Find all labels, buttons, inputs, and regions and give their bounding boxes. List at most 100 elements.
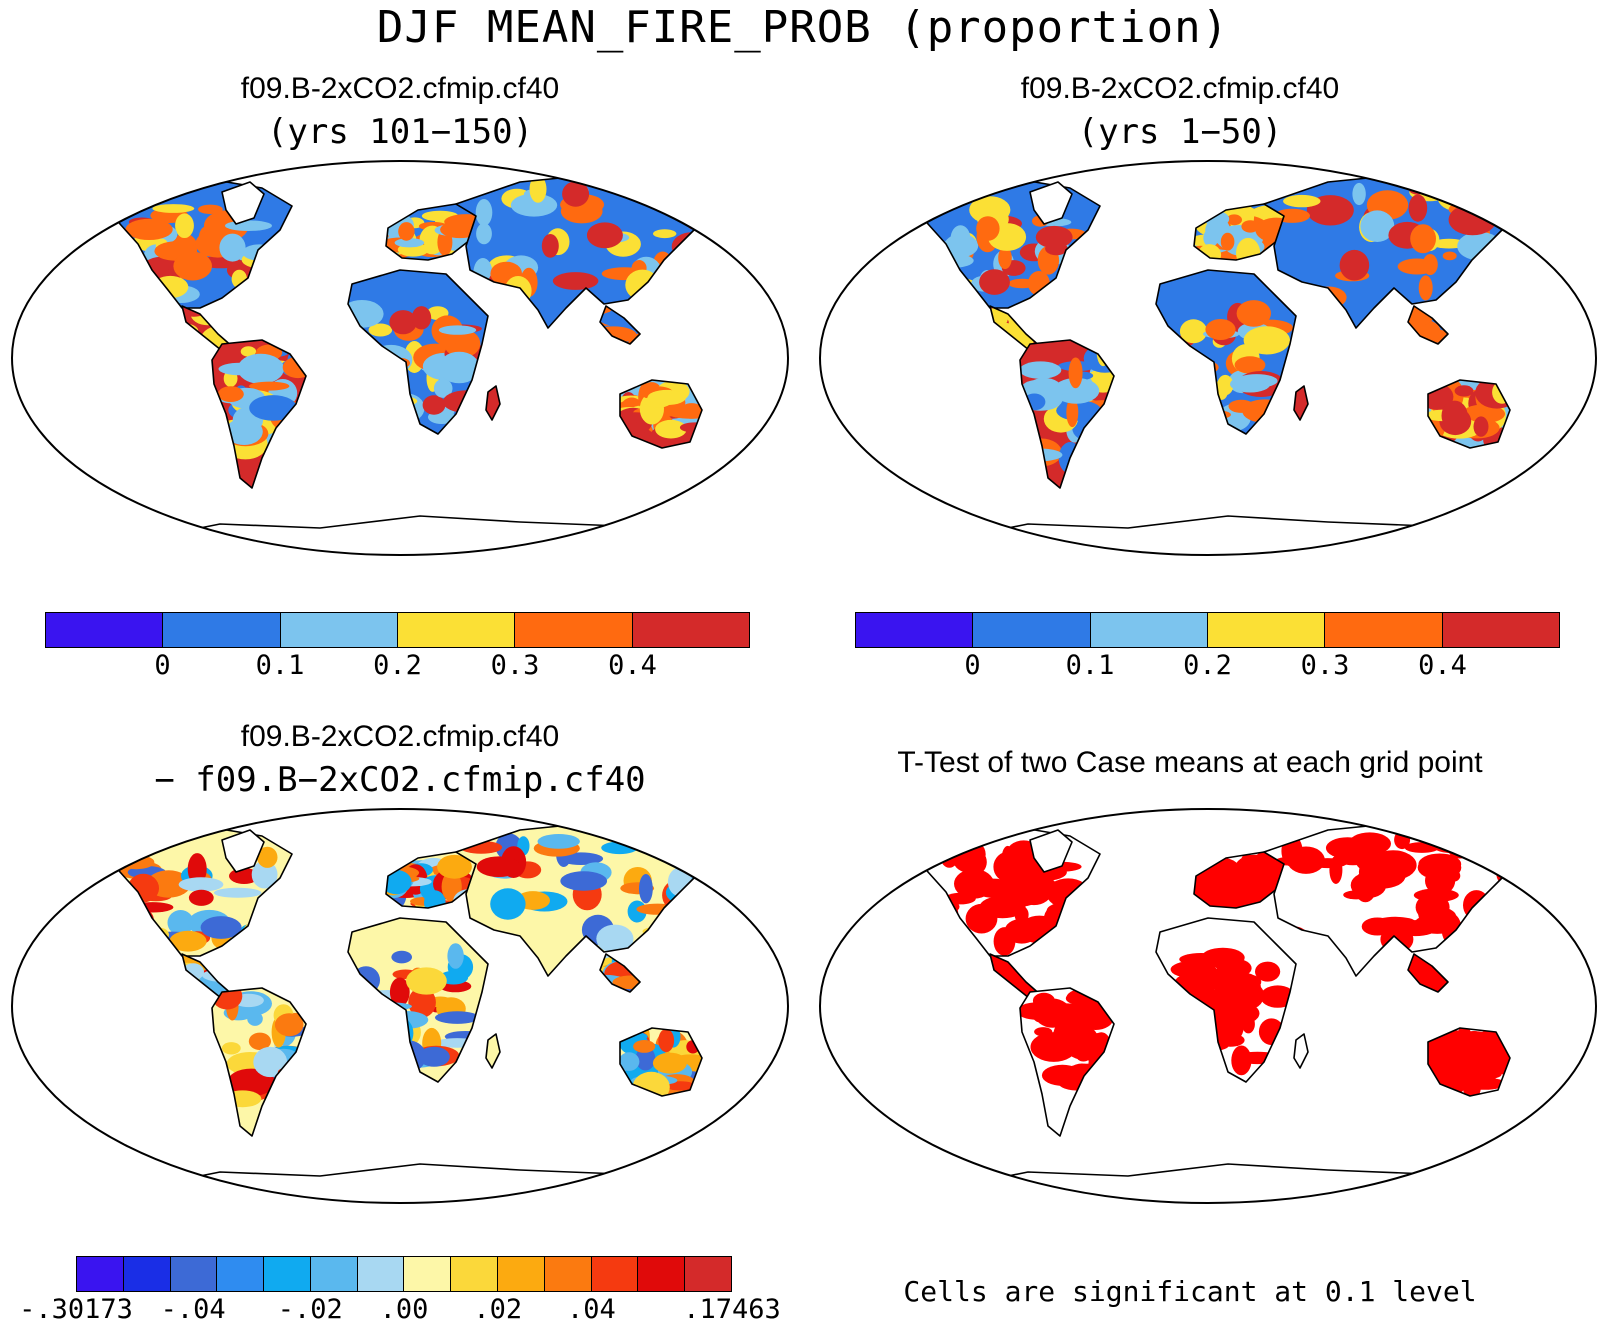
colorbar-swatch xyxy=(280,613,398,647)
field-cell xyxy=(954,869,994,899)
south-america-coastline xyxy=(211,339,307,489)
field-cell xyxy=(1325,837,1370,859)
colorbar-swatch xyxy=(163,613,281,647)
field-cell xyxy=(437,854,472,879)
greenland-coastline xyxy=(221,181,265,225)
colorbar-swatch xyxy=(264,1257,311,1291)
field-cell xyxy=(1197,244,1222,260)
field-cell xyxy=(655,190,670,203)
colorbar-swatch xyxy=(404,1257,452,1291)
field-cell xyxy=(1448,204,1497,236)
field-cell xyxy=(652,1052,687,1074)
field-cell xyxy=(187,853,207,885)
colorbar-tick-label: 0.2 xyxy=(373,650,422,681)
field-cell xyxy=(1214,875,1252,906)
field-cell xyxy=(658,1028,675,1053)
greenland-coastline xyxy=(1029,181,1073,225)
field-cell xyxy=(1234,356,1266,374)
colorbar-swatch xyxy=(46,613,164,647)
colorbar-tick-label: 0.1 xyxy=(1065,650,1115,681)
australia-coastline xyxy=(1427,379,1511,449)
field-cell xyxy=(1053,377,1100,404)
field-cell xyxy=(476,223,492,245)
field-cell xyxy=(1408,194,1428,222)
colorbar-swatch xyxy=(638,1257,686,1291)
field-cell xyxy=(1446,869,1461,882)
panel-1-subtitle: (yrs 101−150) xyxy=(266,112,534,152)
north-america-coastline xyxy=(109,827,293,957)
colorbar-swatch xyxy=(310,1257,358,1291)
field-cell xyxy=(368,323,393,337)
field-cell xyxy=(1195,878,1226,897)
south-america-field xyxy=(217,343,306,460)
significance-footnote: Cells are significant at 0.1 level xyxy=(903,1275,1477,1308)
australia-coastline xyxy=(619,1027,703,1097)
colorbar-swatch xyxy=(1207,613,1326,647)
colorbar-tick-label: .04 xyxy=(567,1294,616,1325)
field-cell xyxy=(1360,210,1395,242)
field-cell xyxy=(560,871,608,891)
field-cell xyxy=(1283,194,1321,208)
field-cell xyxy=(639,874,653,904)
field-cell xyxy=(418,1046,450,1067)
colorbar-tick-label: .00 xyxy=(379,1294,429,1325)
field-cell xyxy=(635,1046,656,1071)
field-cell xyxy=(1490,860,1514,873)
field-cell xyxy=(1329,856,1343,884)
field-cell xyxy=(963,849,987,875)
field-cell xyxy=(1236,237,1261,260)
colorbar-swatch xyxy=(217,1257,265,1291)
field-cell xyxy=(1243,326,1290,355)
field-cell xyxy=(946,234,976,252)
australia-coastline xyxy=(619,379,703,449)
field-cell xyxy=(1418,853,1462,875)
field-cell xyxy=(422,395,446,415)
field-cell xyxy=(424,890,446,908)
north-america-field xyxy=(926,196,1086,298)
field-cell xyxy=(1224,979,1265,1011)
colorbar-swatch xyxy=(170,1257,218,1291)
field-cell xyxy=(167,910,194,936)
panel-2-subtitle: (yrs 1−50) xyxy=(1077,112,1283,152)
north-america-field xyxy=(923,838,1090,956)
field-cell xyxy=(1471,182,1495,215)
map-border xyxy=(11,808,789,1204)
field-cell xyxy=(552,272,599,290)
greenland-coastline xyxy=(1029,829,1073,873)
field-cell xyxy=(389,977,410,1007)
field-cell xyxy=(248,1032,271,1050)
colorbar-swatch xyxy=(1090,613,1208,647)
colorbar-swatch xyxy=(544,1257,592,1291)
colorbar-tick-label: 0 xyxy=(964,650,981,681)
colorbar-tick-label: -.04 xyxy=(160,1294,226,1325)
field-cell xyxy=(647,389,687,406)
field-cell xyxy=(1442,251,1457,261)
field-cell xyxy=(219,233,246,262)
colorbar-swatch xyxy=(632,613,749,647)
field-cell xyxy=(1446,190,1478,204)
map-panel-2 xyxy=(819,160,1597,556)
panel-3-title: f09.B-2xCO2.cfmip.cf40 xyxy=(240,720,560,753)
colorbar-swatch xyxy=(1325,613,1443,647)
madagascar-coastline xyxy=(485,1033,501,1069)
map-border xyxy=(819,808,1597,1204)
europe-coastline xyxy=(385,851,477,909)
colorbar-swatch xyxy=(498,1257,545,1291)
field-cell xyxy=(1441,400,1468,431)
field-cell xyxy=(1179,953,1223,966)
field-cell xyxy=(998,246,1012,270)
colorbar-tick-label: 0.3 xyxy=(1300,650,1350,681)
field-cell xyxy=(433,378,453,398)
field-cell xyxy=(1466,1070,1502,1080)
field-cell xyxy=(125,218,173,240)
colorbar-tick-label: 0.4 xyxy=(1418,650,1467,681)
africa-coastline xyxy=(347,269,489,435)
field-cell xyxy=(251,860,278,889)
greenland-fill xyxy=(1030,830,1072,872)
madagascar-fill xyxy=(486,386,500,420)
field-cell xyxy=(1066,397,1079,428)
africa-coastline xyxy=(1155,269,1297,435)
field-cell xyxy=(1454,385,1474,397)
field-cell xyxy=(213,887,262,898)
field-cell xyxy=(1236,300,1271,327)
